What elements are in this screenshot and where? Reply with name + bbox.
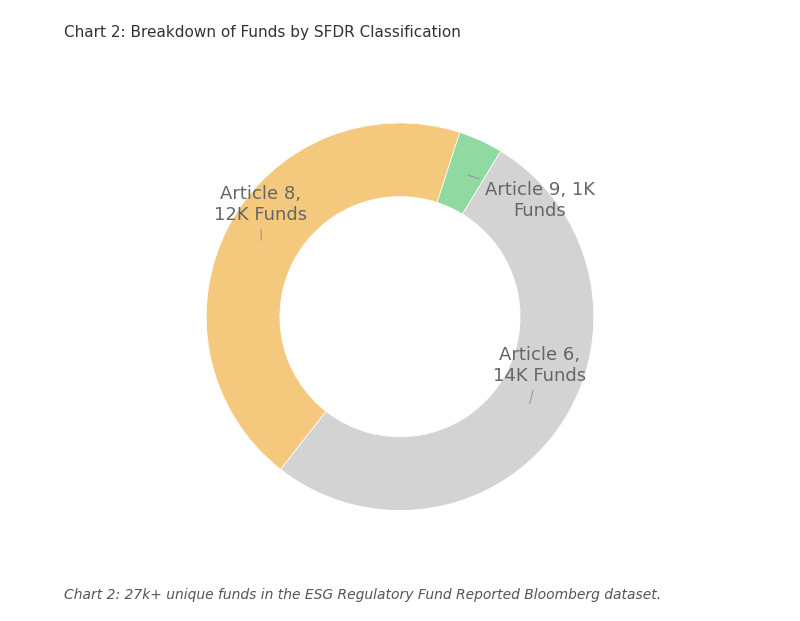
- Text: Article 9, 1K
Funds: Article 9, 1K Funds: [468, 175, 594, 220]
- Wedge shape: [281, 152, 594, 510]
- Text: Article 8,
12K Funds: Article 8, 12K Funds: [214, 185, 307, 240]
- Wedge shape: [206, 123, 460, 469]
- Text: Chart 2: Breakdown of Funds by SFDR Classification: Chart 2: Breakdown of Funds by SFDR Clas…: [64, 25, 461, 40]
- Wedge shape: [437, 132, 501, 214]
- Text: Chart 2: 27k+ unique funds in the ESG Regulatory Fund Reported Bloomberg dataset: Chart 2: 27k+ unique funds in the ESG Re…: [64, 588, 661, 602]
- Text: Article 6,
14K Funds: Article 6, 14K Funds: [493, 346, 586, 403]
